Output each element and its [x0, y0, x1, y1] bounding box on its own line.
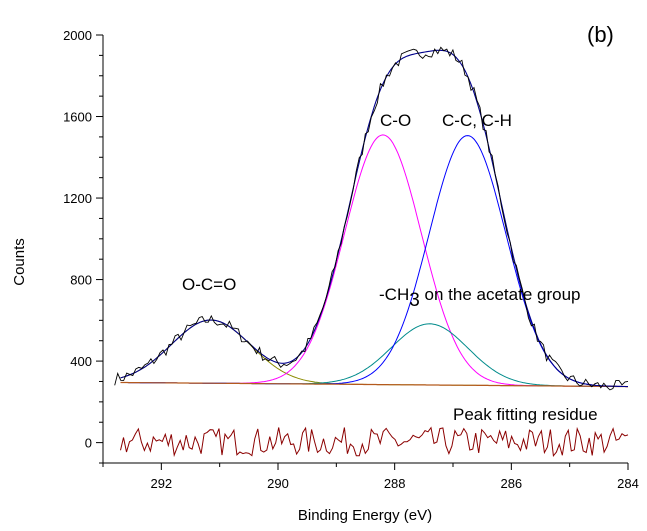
- y-tick-label: 400: [70, 354, 92, 369]
- x-axis-title: Binding Energy (eV): [298, 507, 432, 524]
- peak-oco-line: [120, 319, 628, 388]
- x-tick-label: 286: [500, 476, 522, 491]
- y-tick-label: 2000: [63, 28, 92, 43]
- y-tick-label: 800: [70, 273, 92, 288]
- panel-label: (b): [587, 22, 614, 47]
- peak-cc-line: [120, 135, 628, 387]
- peak-ch3-line: [120, 323, 628, 388]
- annotation-cc: C-C, C-H: [442, 111, 512, 130]
- baseline-line: [120, 381, 628, 388]
- annotation-ch3-suffix: on the acetate group: [420, 285, 581, 304]
- x-tick-label: 292: [150, 476, 172, 491]
- y-tick-label: 0: [85, 436, 92, 451]
- annotation-oco: O-C=O: [182, 275, 236, 294]
- y-tick-label: 1200: [63, 191, 92, 206]
- x-tick-label: 284: [617, 476, 639, 491]
- residue-line: [120, 426, 629, 458]
- annotation-co: C-O: [380, 111, 411, 130]
- annotation-ch3-subscript: 3: [409, 290, 420, 311]
- measured-spectrum-line: [114, 46, 629, 391]
- annotation-residue: Peak fitting residue: [453, 405, 598, 424]
- x-axis-ticks: 292 290 288 286 284: [102, 463, 639, 491]
- annotation-ch3-prefix: -CH: [379, 285, 409, 304]
- y-tick-label: 1600: [63, 110, 92, 125]
- envelope-line: [120, 49, 628, 388]
- annotation-ch3: -CH3 on the acetate group: [379, 285, 580, 311]
- plot-area: 292 290 288 286 284 0 400 800 1200 1600 2000: [63, 28, 639, 491]
- y-axis-ticks: 0 400 800 1200 1600 2000: [63, 28, 103, 464]
- x-tick-label: 288: [384, 476, 406, 491]
- curves-group: [114, 46, 629, 458]
- peak-co-line: [120, 134, 628, 388]
- y-axis-title: Counts: [11, 238, 28, 286]
- x-tick-label: 290: [267, 476, 289, 491]
